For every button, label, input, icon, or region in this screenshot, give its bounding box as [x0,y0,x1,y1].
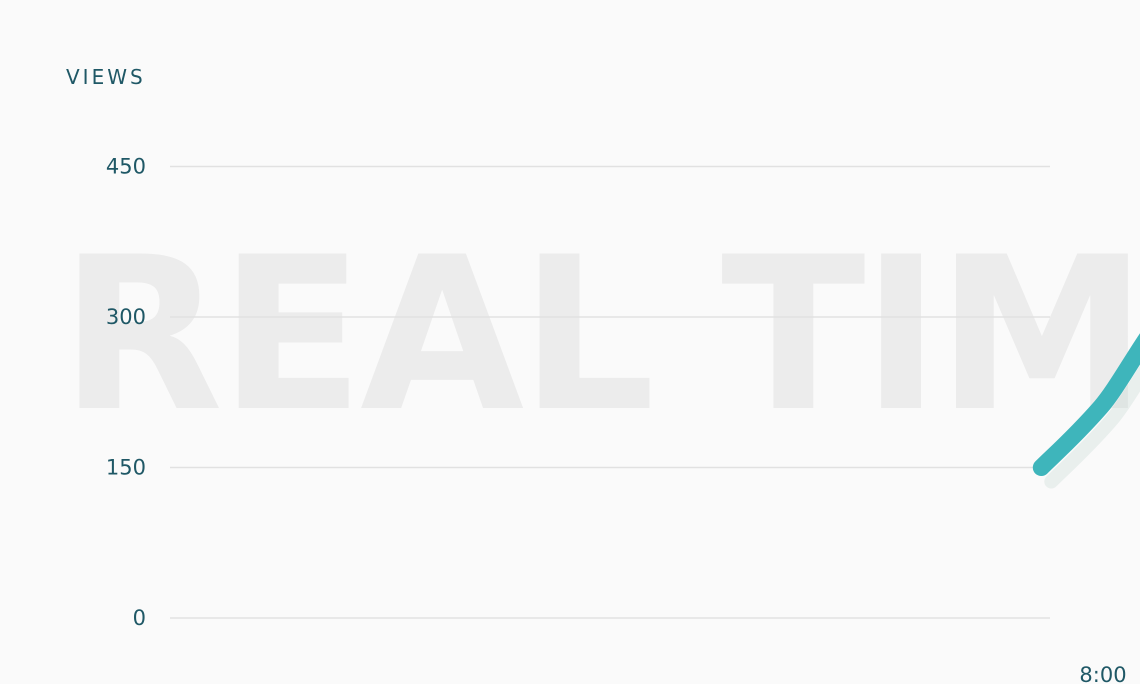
watermark-text: REAL TIME [60,211,1140,458]
y-tick-label: 300 [106,305,146,329]
x-tick-label: 8:00 [1079,663,1126,684]
gridlines [170,165,1050,619]
y-axis: 0 150 300 450 [106,155,146,630]
y-tick-label: 0 [133,606,146,630]
y-tick-label: 150 [106,456,146,480]
y-tick-label: 450 [106,155,146,179]
y-axis-title: VIEWS [66,65,146,89]
x-axis: 8:009:0010:0011:0012:0013:0014:00 [1079,663,1126,684]
